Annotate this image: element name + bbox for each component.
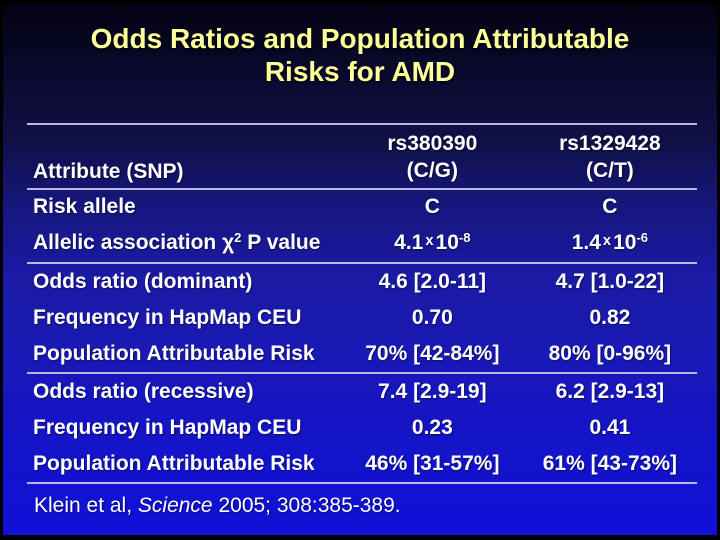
- header-snp-rs380390-id: rs380390: [387, 132, 478, 155]
- row-label-cell: Frequency in HapMap CEU: [33, 416, 302, 439]
- table-row: Population Attributable Risk 46% [31-57%]…: [27, 446, 697, 482]
- value-cell-rs1329428: 61% [43-73%]: [542, 452, 677, 475]
- header-snp-rs1329428-alleles: (C/T): [585, 159, 634, 182]
- table-row: Risk allele C C: [27, 190, 697, 224]
- table-body: Risk allele C C Allelic association χ2 P va…: [27, 190, 697, 484]
- table-row: Allelic association χ2 P value 4.1 x10-8 1.…: [27, 224, 697, 262]
- value-cell-rs380390: 70% [42-84%]: [365, 342, 500, 365]
- value-cell-rs380390: 46% [31-57%]: [365, 452, 500, 475]
- table-row: Odds ratio (recessive) 7.4 [2.9-19] 6.2 [2…: [27, 374, 697, 410]
- value-cell-rs380390: C: [424, 195, 440, 218]
- value-cell-rs1329428: 80% [0-96%]: [548, 342, 672, 365]
- table-row: Frequency in HapMap CEU 0.70 0.82: [27, 300, 697, 336]
- value-cell-rs1329428: 0.82: [589, 306, 631, 329]
- header-attribute: Attribute (SNP): [33, 160, 184, 183]
- table-row-group: Odds ratio (recessive) 7.4 [2.9-19] 6.2 [2…: [27, 374, 697, 484]
- value-cell-rs380390: 0.23: [411, 416, 453, 439]
- value-cell-rs1329428: 0.41: [589, 416, 631, 439]
- row-label-cell: Odds ratio (dominant): [33, 270, 253, 293]
- value-cell-rs380390: 4.1 x10-8: [394, 229, 471, 254]
- row-label-cell: Allelic association χ2 P value: [33, 229, 321, 254]
- row-label-cell: Population Attributable Risk: [33, 342, 315, 365]
- header-snp-rs380390-alleles: (C/G): [406, 159, 458, 182]
- header-snp-rs380390: rs380390 (C/G): [342, 130, 523, 184]
- slide-title-line2: Risks for AMD: [264, 56, 456, 87]
- table-row-group: Risk allele C C Allelic association χ2 P va…: [27, 190, 697, 264]
- header-snp-rs1329428: rs1329428 (C/T): [523, 130, 697, 184]
- value-cell-rs1329428: C: [602, 195, 618, 218]
- table-row-group: Odds ratio (dominant) 4.6 [2.0-11] 4.7 [1.…: [27, 264, 697, 374]
- slide-title: Odds Ratios and Population Attributable …: [0, 22, 720, 88]
- citation: Klein et al, Science 2005; 308:385-389.: [34, 494, 401, 517]
- table-row: Population Attributable Risk 70% [42-84%]…: [27, 336, 697, 372]
- table-row: Frequency in HapMap CEU 0.23 0.41: [27, 410, 697, 446]
- row-label-cell: Population Attributable Risk: [33, 452, 315, 475]
- value-cell-rs1329428: 4.7 [1.0-22]: [555, 270, 665, 293]
- header-snp-rs1329428-id: rs1329428: [559, 132, 661, 155]
- value-cell-rs380390: 4.6 [2.0-11]: [378, 270, 487, 293]
- value-cell-rs380390: 0.70: [411, 306, 453, 329]
- row-label-cell: Frequency in HapMap CEU: [33, 306, 302, 329]
- slide-title-line1: Odds Ratios and Population Attributable: [90, 23, 630, 54]
- table-row: Odds ratio (dominant) 4.6 [2.0-11] 4.7 [1.…: [27, 264, 697, 300]
- data-table: Attribute (SNP) rs380390 (C/G) rs1329428…: [27, 123, 697, 484]
- value-cell-rs1329428: 1.4 x10-6: [571, 229, 649, 254]
- row-label-cell: Odds ratio (recessive): [33, 380, 254, 403]
- row-label-cell: Risk allele: [33, 195, 136, 218]
- value-cell-rs1329428: 6.2 [2.9-13]: [555, 380, 665, 403]
- value-cell-rs380390: 7.4 [2.9-19]: [378, 380, 487, 403]
- slide-background: [3, 4, 717, 535]
- table-header-row: Attribute (SNP) rs380390 (C/G) rs1329428…: [27, 125, 697, 190]
